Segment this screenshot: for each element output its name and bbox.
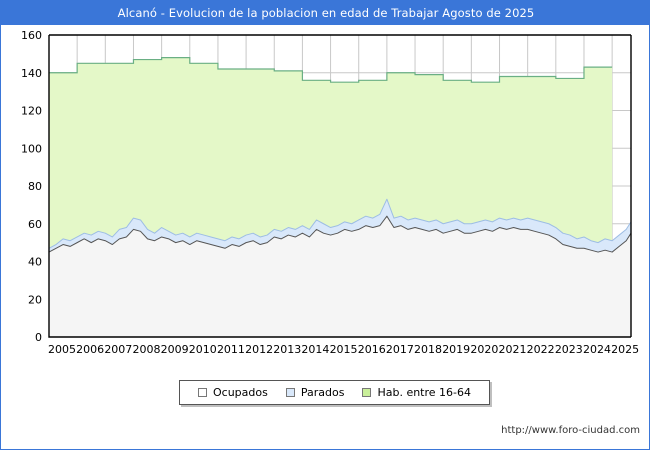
y-tick-60: 60 (28, 218, 42, 231)
legend-label-hab: Hab. entre 16-64 (377, 386, 472, 399)
x-tick-2017: 2017 (386, 343, 414, 356)
y-axis-tick-labels: 0 20 40 60 80 100 120 140 160 (21, 29, 42, 344)
legend-label-ocupados: Ocupados (213, 386, 268, 399)
x-tick-2020: 2020 (470, 343, 498, 356)
x-tick-2006: 2006 (76, 343, 104, 356)
source-url-text: http://www.foro-ciudad.com (501, 425, 640, 436)
y-tick-100: 100 (21, 142, 42, 155)
x-tick-2005: 2005 (48, 343, 76, 356)
axis-frame (48, 34, 632, 338)
x-tick-2022: 2022 (527, 343, 555, 356)
window-title: Alcanó - Evolucion de la poblacion en ed… (1, 1, 650, 25)
y-tick-160: 160 (21, 29, 42, 42)
x-tick-2011: 2011 (217, 343, 245, 356)
x-tick-2025: 2025 (611, 343, 639, 356)
y-tick-20: 20 (28, 293, 42, 306)
x-tick-2024: 2024 (583, 343, 611, 356)
chart-legend: Ocupados Parados Hab. entre 16-64 (179, 380, 491, 405)
x-axis-tick-labels: 2005 2006 2007 2008 2009 2010 2011 2012 2013 2014… (48, 343, 639, 356)
series-ocupados (48, 215, 632, 337)
y-tick-40: 40 (28, 256, 42, 269)
x-tick-2016: 2016 (358, 343, 386, 356)
legend-item-hab[interactable]: Hab. entre 16-64 (362, 386, 471, 399)
x-tick-2009: 2009 (161, 343, 189, 356)
x-tick-2013: 2013 (273, 343, 301, 356)
x-tick-2015: 2015 (330, 343, 358, 356)
x-tick-2021: 2021 (499, 343, 527, 356)
legend-item-parados[interactable]: Parados (285, 386, 345, 399)
legend-label-parados: Parados (300, 386, 345, 399)
x-tick-2012: 2012 (245, 343, 273, 356)
y-tick-120: 120 (21, 105, 42, 118)
x-tick-2023: 2023 (555, 343, 583, 356)
x-tick-2019: 2019 (442, 343, 470, 356)
legend-item-ocupados[interactable]: Ocupados (198, 386, 268, 399)
y-tick-0: 0 (35, 331, 42, 344)
x-tick-2018: 2018 (414, 343, 442, 356)
x-tick-2010: 2010 (189, 343, 217, 356)
x-tick-2014: 2014 (301, 343, 329, 356)
y-tick-140: 140 (21, 67, 42, 80)
x-tick-2008: 2008 (132, 343, 160, 356)
x-tick-2007: 2007 (104, 343, 132, 356)
legend-swatch-ocupados (198, 388, 207, 397)
legend-swatch-hab (362, 388, 372, 397)
legend-swatch-parados (285, 388, 295, 397)
y-tick-80: 80 (28, 180, 42, 193)
